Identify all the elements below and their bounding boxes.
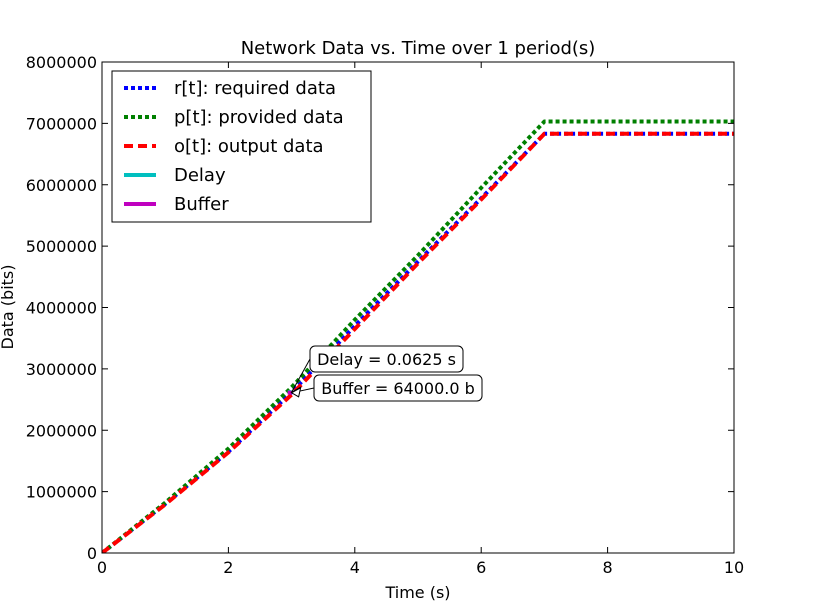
- x-tick-label: 8: [603, 558, 613, 577]
- chart-title: Network Data vs. Time over 1 period(s): [241, 38, 596, 59]
- x-tick-label: 2: [223, 558, 233, 577]
- annotation-box-0: [309, 345, 464, 373]
- x-tick-label: 6: [476, 558, 486, 577]
- y-tick-label: 1000000: [26, 483, 97, 502]
- annotation-arrowhead-1: [290, 386, 302, 398]
- legend-label: p[t]: provided data: [174, 107, 344, 128]
- y-tick-label: 0: [87, 544, 97, 563]
- legend: r[t]: required data p[t]: provided data o[…: [111, 70, 372, 223]
- y-tick-label: 2000000: [26, 421, 97, 440]
- legend-label: r[t]: required data: [174, 78, 336, 99]
- series-line-2: [102, 131, 734, 553]
- x-tick-label: 0: [97, 558, 107, 577]
- annotation-box-1: [313, 374, 483, 402]
- y-tick-label: 7000000: [26, 114, 97, 133]
- annotation-arrow-0: [291, 358, 311, 393]
- y-tick-label: 4000000: [26, 299, 97, 318]
- x-tick-label: 4: [350, 558, 360, 577]
- y-axis-label: Data (bits): [0, 265, 17, 350]
- plot-area: 0 2 4 6 8 10 0 1000000 2000000 3000000 4000000 5000…: [26, 53, 744, 577]
- legend-label: Delay: [174, 165, 226, 186]
- annotation-text: Delay = 0.0625 s: [317, 350, 456, 369]
- x-axis-label: Time (s): [384, 583, 450, 602]
- y-tick-label: 8000000: [26, 53, 97, 72]
- series-line-1: [102, 119, 734, 553]
- x-tick-label: 10: [724, 558, 744, 577]
- annotation-text: Buffer = 64000.0 b: [321, 379, 475, 398]
- y-tick-label: 6000000: [26, 176, 97, 195]
- legend-label: o[t]: output data: [174, 136, 324, 157]
- legend-label: Buffer: [174, 194, 229, 215]
- y-tick-label: 5000000: [26, 237, 97, 256]
- y-tick-label: 3000000: [26, 360, 97, 379]
